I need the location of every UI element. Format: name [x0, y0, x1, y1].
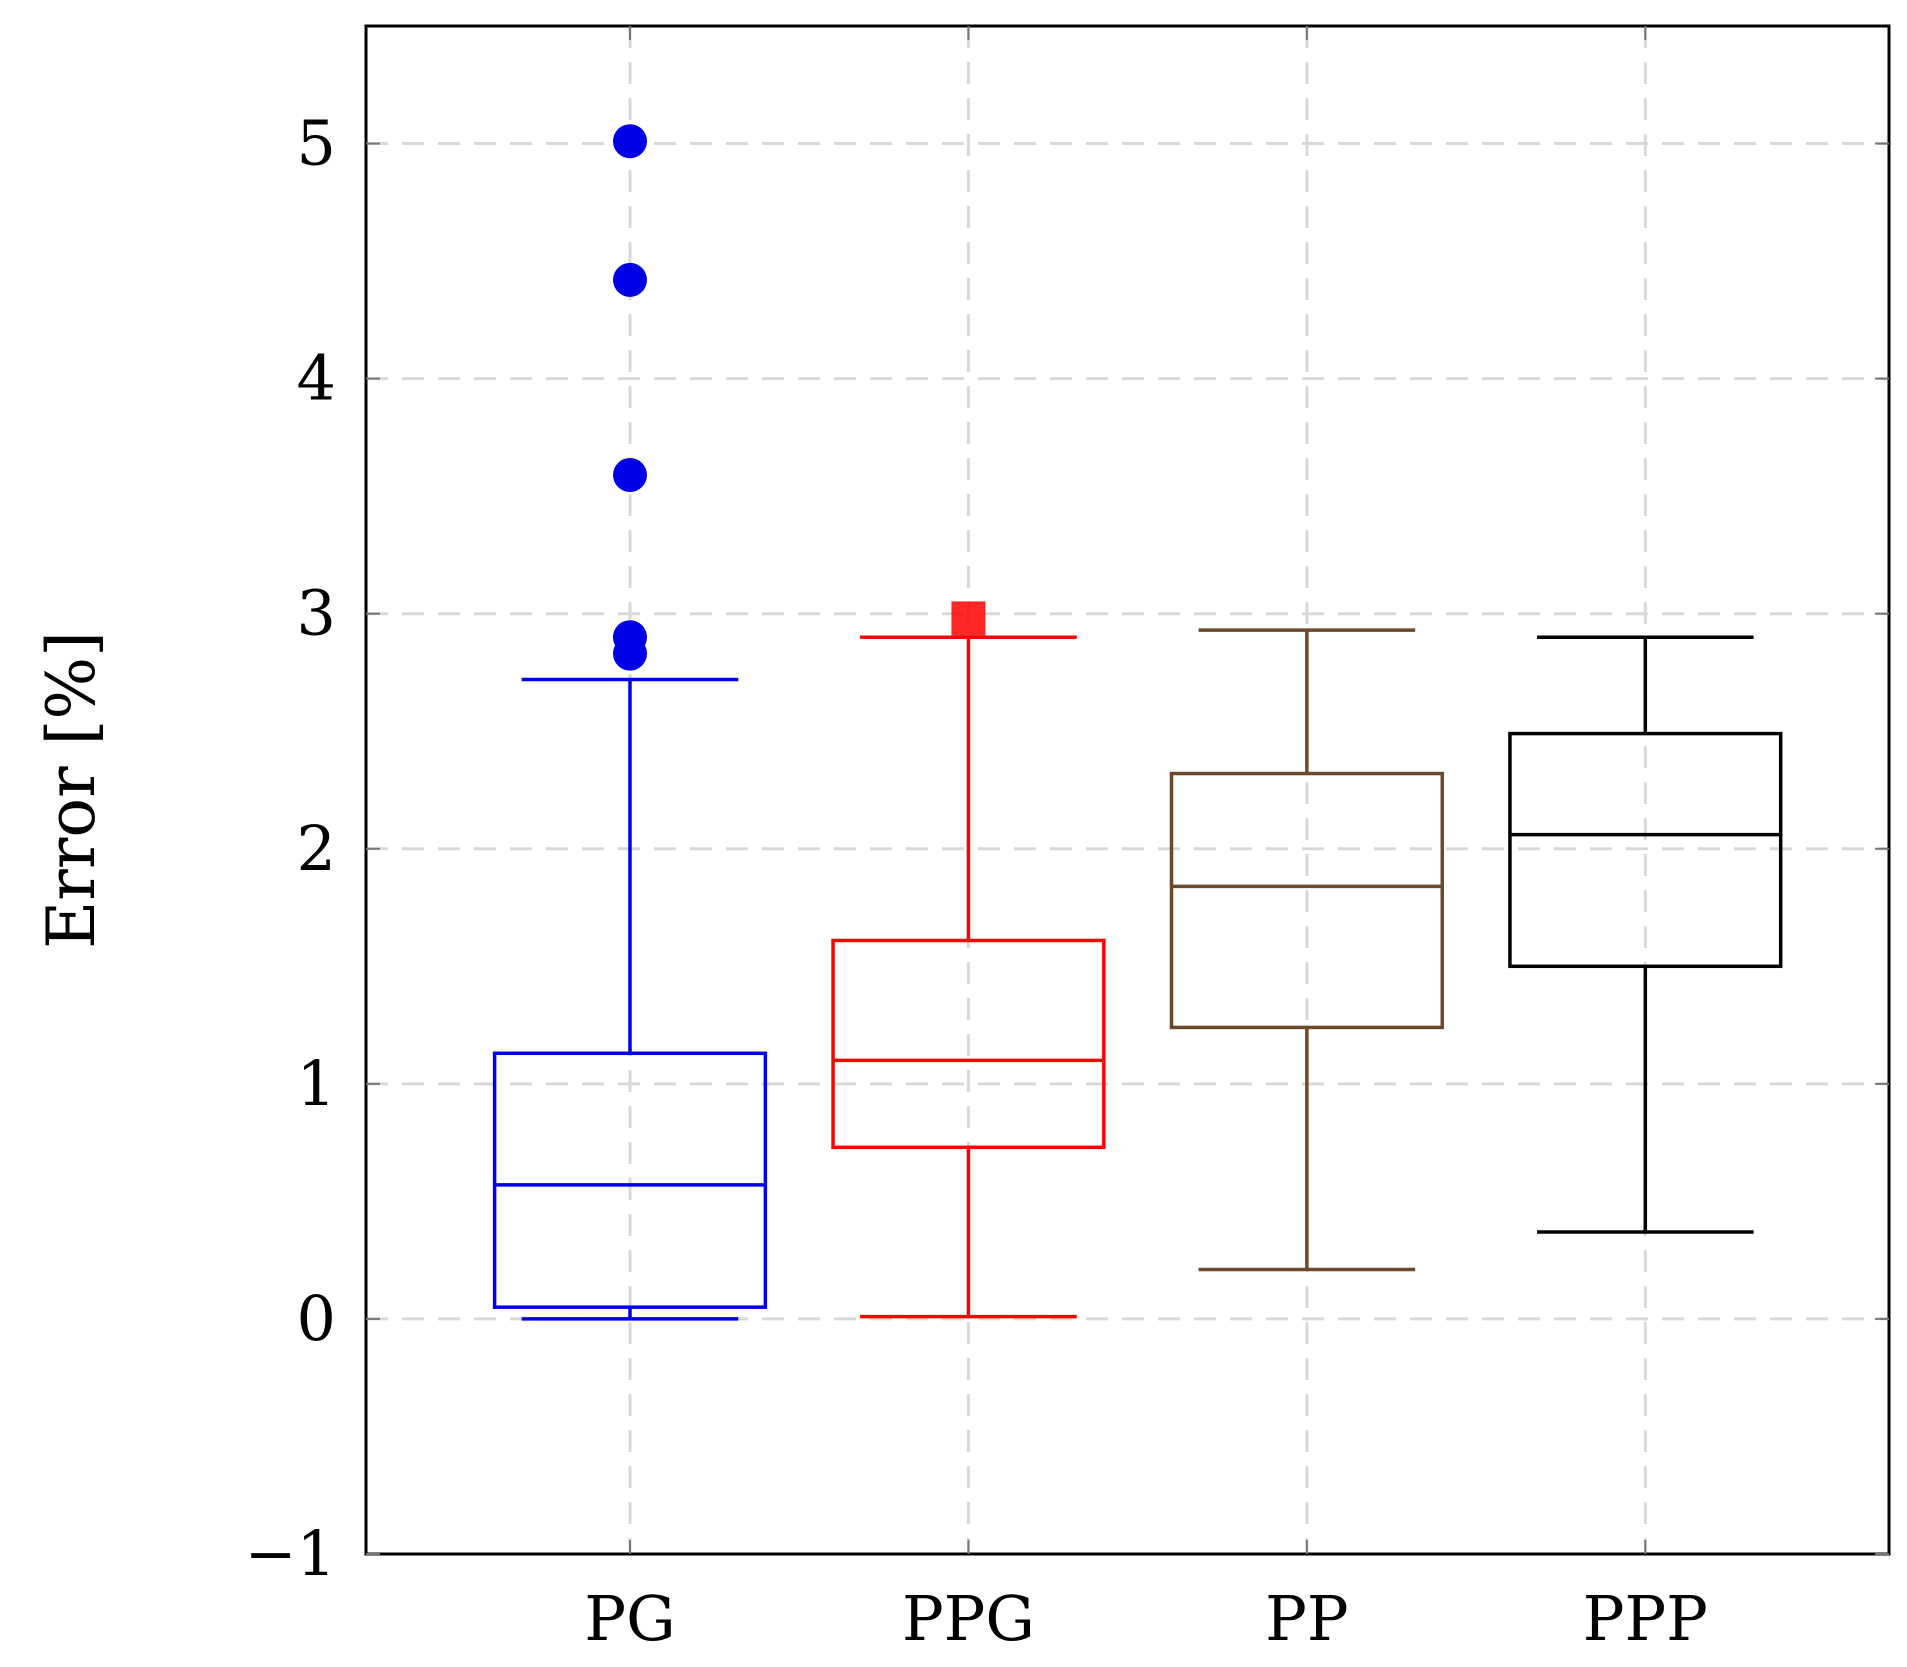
outlier-marker — [612, 620, 647, 655]
y-tick-label: 5 — [297, 107, 336, 180]
x-tick-label-ppp: PPP — [1583, 1582, 1708, 1655]
outlier-marker — [612, 124, 647, 159]
box-pp — [1169, 628, 1445, 1272]
x-tick-label-pg: PG — [584, 1582, 675, 1655]
outlier-marker — [612, 262, 647, 297]
interquartile-box — [1508, 731, 1783, 969]
outlier-marker — [951, 601, 986, 636]
y-tick-label: 1 — [297, 1047, 336, 1120]
interquartile-box — [831, 938, 1106, 1150]
box-ppg — [831, 601, 1106, 1319]
grid-layer — [366, 26, 1889, 1556]
y-tick-label: 0 — [297, 1282, 336, 1355]
outlier-marker — [612, 457, 647, 492]
x-tick-label-ppg: PPG — [902, 1582, 1035, 1655]
interquartile-box — [492, 1051, 768, 1309]
y-tick-label: 3 — [297, 577, 336, 650]
interquartile-box — [1169, 771, 1445, 1030]
y-axis-label: Error [%] — [33, 631, 110, 949]
box-pg — [492, 124, 768, 1321]
plot-layer — [492, 124, 1783, 1321]
y-tick-label: 4 — [297, 342, 336, 415]
box-ppp — [1508, 635, 1783, 1234]
y-tick-label: −1 — [245, 1517, 336, 1590]
plot-frame — [364, 24, 1891, 1556]
y-tick-label: 2 — [297, 812, 336, 885]
x-tick-label-pp: PP — [1265, 1582, 1348, 1655]
